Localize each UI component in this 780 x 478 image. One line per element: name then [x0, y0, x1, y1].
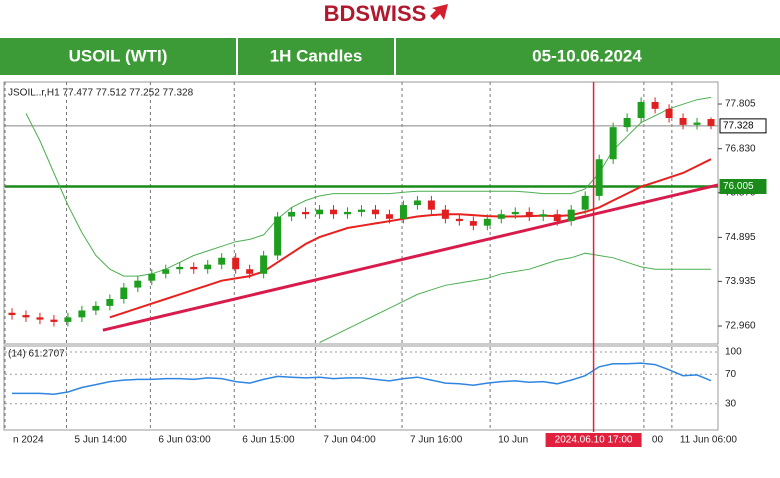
- candle-body: [316, 209, 324, 215]
- candle-body: [413, 200, 421, 206]
- rsi-label: (14) 61.2707: [8, 349, 65, 360]
- time-marker-label: 2024.06.10 17:00: [555, 435, 633, 446]
- y-tick-label: 73.935: [725, 276, 756, 287]
- candle-body: [36, 317, 44, 320]
- candle-body: [609, 127, 617, 160]
- candle-body: [92, 305, 100, 311]
- header-cell: USOIL (WTI): [69, 46, 168, 65]
- logo-text: BDSWISS: [324, 1, 427, 26]
- trendline: [102, 183, 719, 332]
- candle-body: [288, 211, 296, 217]
- candle-body: [469, 221, 477, 226]
- candle-body: [371, 209, 379, 215]
- candle-body: [679, 117, 687, 125]
- x-tick-label: 7 Jun 16:00: [410, 435, 463, 446]
- x-tick-label: 7 Jun 04:00: [323, 435, 376, 446]
- x-tick-label: 5 Jun 14:00: [75, 435, 128, 446]
- candle-body: [651, 101, 659, 109]
- candle-body: [162, 269, 170, 274]
- candle-body: [539, 214, 547, 217]
- rsi-line: [12, 362, 712, 395]
- rsi-panel: [3, 345, 719, 431]
- candle-body: [246, 269, 254, 274]
- candle-body: [623, 117, 631, 128]
- candle-body: [637, 101, 645, 118]
- price-panel: [3, 81, 719, 345]
- level-tag: [719, 118, 767, 134]
- candle-body: [330, 209, 338, 215]
- candle-body: [232, 257, 240, 270]
- candle-body: [581, 195, 589, 210]
- candle-body: [134, 280, 142, 288]
- symbol-label: JSOIL..r,H1 77.477 77.512 77.252 77.328: [8, 88, 194, 99]
- candle-body: [190, 266, 198, 270]
- y-tick-label: 77.805: [725, 99, 756, 110]
- candle-body: [78, 310, 86, 318]
- rsi-tick-label: 70: [725, 369, 737, 380]
- candle-body: [120, 287, 128, 300]
- candle-body: [399, 205, 407, 219]
- indicator-line: [109, 158, 712, 319]
- candle-body: [595, 159, 603, 196]
- x-tick-label: 6 Jun 03:00: [158, 435, 211, 446]
- candle-body: [8, 312, 16, 316]
- candle-body: [385, 214, 393, 219]
- indicator-line: [319, 252, 711, 343]
- level-label: 77.328: [723, 121, 754, 132]
- x-tick-label: 00: [652, 435, 664, 446]
- candle-body: [106, 299, 114, 306]
- candle-body: [665, 108, 673, 118]
- y-tick-label: 72.960: [725, 321, 756, 332]
- candle-body: [525, 211, 533, 217]
- level-tag: [719, 179, 767, 195]
- header-bar: [0, 38, 780, 75]
- header-cell: 05-10.06.2024: [532, 46, 642, 65]
- x-tick-label: 11 Jun 06:00: [680, 435, 738, 446]
- candle-body: [497, 214, 505, 219]
- logo-icon: [430, 4, 448, 20]
- x-tick-label: 6 Jun 15:00: [242, 435, 295, 446]
- candle-body: [274, 216, 282, 256]
- y-tick-label: 74.895: [725, 232, 756, 243]
- x-tick-label: n 2024: [13, 435, 44, 446]
- candle-body: [441, 209, 449, 219]
- x-tick-label: 10 Jun: [498, 435, 528, 446]
- candle-body: [693, 122, 701, 125]
- candle-body: [553, 214, 561, 222]
- candle-body: [511, 211, 519, 215]
- header-cell: 1H Candles: [270, 46, 363, 65]
- candle-body: [260, 255, 268, 274]
- level-label: 76.005: [723, 181, 754, 192]
- y-tick-label: 76.830: [725, 143, 756, 154]
- candle-body: [455, 218, 463, 222]
- candle-body: [22, 315, 30, 318]
- candle-body: [204, 264, 212, 270]
- rsi-tick-label: 100: [725, 347, 742, 358]
- rsi-tick-label: 30: [725, 398, 737, 409]
- candle-body: [358, 209, 365, 212]
- candle-body: [50, 319, 58, 322]
- candle-body: [218, 257, 226, 265]
- candle-body: [567, 209, 575, 222]
- candle-body: [344, 211, 352, 215]
- logo: BDSWISS: [324, 1, 448, 26]
- candle-body: [176, 266, 184, 270]
- candle-body: [64, 317, 72, 322]
- candle-body: [148, 273, 156, 281]
- candle-body: [302, 211, 310, 215]
- candle-body: [483, 218, 491, 226]
- candle-body: [707, 119, 715, 126]
- time-marker-tag: [545, 433, 642, 447]
- candle-body: [427, 200, 435, 210]
